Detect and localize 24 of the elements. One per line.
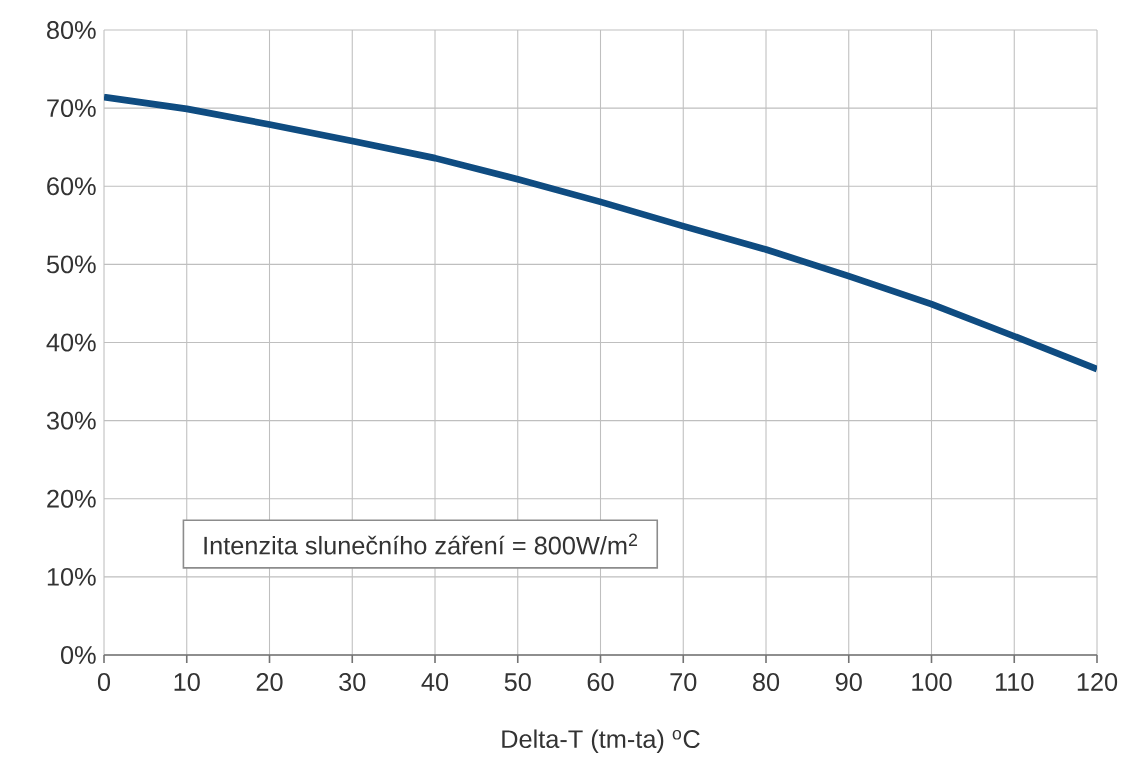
x-tick-label: 80 [753,673,780,691]
x-tick-label: 40 [421,673,449,691]
x-tick-label: 110 [995,673,1034,691]
x-tick-label: 70 [670,673,697,691]
y-tick-label: 80% [47,21,96,39]
x-tick-label: 60 [587,673,614,691]
annotation: Intenzita slunečního záření = 800W/m$^{2}$ [204,533,638,555]
y-tick-label: 50% [46,255,96,274]
x-tick-label: 30 [339,673,366,691]
x-tick-label: 10 [174,673,200,691]
y-tick-label: 60% [47,177,96,196]
x-tick-label: 50 [504,673,531,691]
y-tick-label: 20% [47,489,96,508]
y-tick-label: 0% [61,646,96,664]
x-tick-label: 120 [1077,673,1118,691]
x-tick-label: 20 [256,673,283,691]
y-tick-label: 30% [46,411,96,430]
x-tick-label: 90 [835,673,862,691]
y-tick-label: 10% [47,567,96,586]
x-axis-title: Delta-T (tm-ta) $^{o}$C [502,729,700,754]
x-tick-label: 100 [912,673,952,691]
y-tick-label: 70% [47,99,96,118]
y-tick-label: 40% [46,333,96,352]
x-tick-label: 0 [97,673,111,691]
